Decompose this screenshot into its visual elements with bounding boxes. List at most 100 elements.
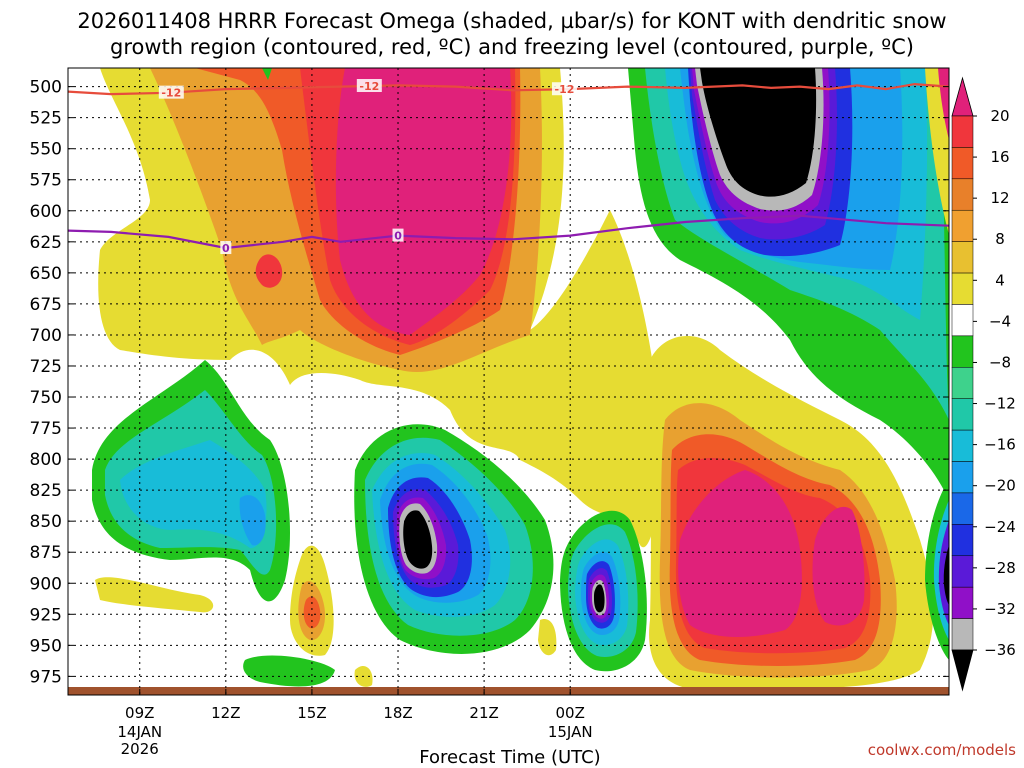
colorbar-label: −8	[989, 353, 1011, 371]
contour-lines: -12 -12 -12 0 0	[68, 79, 949, 255]
colorbar-label: −16	[984, 436, 1016, 454]
y-tick-label: 575	[30, 171, 62, 191]
contour-label: -12	[555, 83, 575, 96]
omega-region-black-upper-right	[700, 68, 817, 197]
x-tick-label: 18Z	[383, 704, 412, 722]
colorbar-top-arrow	[951, 76, 974, 117]
y-tick-label: 700	[30, 326, 62, 346]
colorbar-bottom-arrow	[951, 649, 974, 692]
y-tick-label: 600	[30, 202, 62, 222]
grid-lines	[68, 68, 949, 695]
colorbar-bin	[951, 586, 974, 619]
x-tick-date: 15JAN	[548, 723, 593, 741]
y-axis: 500 525 550 575 600 625 650 675 700 725 750 775 800 8…	[30, 78, 949, 687]
omega-region-yellow-lower-left	[95, 577, 214, 613]
colorbar-bin	[951, 304, 974, 337]
colorbar-bin	[951, 429, 974, 462]
omega-region-black-15z	[403, 510, 433, 569]
y-tick-label: 525	[30, 109, 62, 129]
x-tick-label: 12Z	[211, 704, 240, 722]
chart-title-line-2: growth region (contoured, red, ºC) and f…	[110, 35, 914, 59]
colorbar-label: 16	[990, 148, 1009, 166]
y-tick-label: 875	[30, 543, 62, 563]
x-axis-label: Forecast Time (UTC)	[419, 747, 600, 768]
colorbar-bin	[951, 335, 974, 368]
y-tick-label: 650	[30, 264, 62, 284]
y-tick-label: 975	[30, 667, 62, 687]
colorbar-bin	[951, 492, 974, 525]
colorbar-label: 4	[995, 271, 1005, 289]
omega-shading	[92, 68, 949, 690]
colorbar-label: 8	[995, 230, 1005, 248]
contour-label: -12	[359, 80, 379, 93]
y-tick-label: 825	[30, 481, 62, 501]
omega-region-magenta-upper	[335, 68, 512, 335]
colorbar-bin	[951, 209, 974, 242]
dendritic-growth-contour	[68, 82, 949, 96]
contour-label: 0	[222, 242, 230, 255]
colorbar-label: −12	[984, 395, 1016, 413]
colorbar: 20 16 12 8 4 −4 −8 −12 −16 −20 −24 −28 −32 −36	[951, 76, 1016, 692]
colorbar-label: 12	[990, 189, 1009, 207]
colorbar-bin	[951, 555, 974, 588]
contour-label: -12	[161, 87, 181, 100]
y-tick-label: 800	[30, 450, 62, 470]
colorbar-bin	[951, 147, 974, 180]
x-tick-label: 00Z	[556, 704, 585, 722]
omega-region-magenta-lower-right-b	[812, 506, 865, 626]
y-tick-label: 725	[30, 357, 62, 377]
credit-text: coolwx.com/models	[868, 741, 1016, 759]
y-tick-label: 500	[30, 78, 62, 98]
x-tick-label: 15Z	[297, 704, 326, 722]
omega-region-red-12z	[255, 254, 283, 288]
colorbar-label: −24	[984, 518, 1016, 536]
omega-region-yellow-bottom-18z	[538, 619, 557, 656]
colorbar-label: −28	[984, 559, 1016, 577]
y-tick-label: 775	[30, 419, 62, 439]
colorbar-bin	[951, 367, 974, 399]
colorbar-label: −4	[989, 312, 1011, 330]
contour-label: 0	[394, 230, 402, 243]
omega-region-red-13z	[303, 596, 321, 629]
colorbar-bin	[951, 241, 974, 274]
contour-label-bg	[356, 79, 382, 93]
colorbar-bin	[951, 524, 974, 557]
omega-region-cyan-lower-left	[120, 440, 267, 549]
freezing-level-contour	[68, 214, 949, 250]
colorbar-bin	[951, 618, 974, 651]
y-tick-label: 950	[30, 636, 62, 656]
contour-label-bg	[392, 228, 404, 242]
y-tick-label: 550	[30, 140, 62, 160]
plot-area: -12 -12 -12 0 0	[67, 67, 950, 696]
colorbar-bin	[951, 272, 974, 305]
omega-region-black-lower-right-edge	[943, 545, 949, 605]
colorbar-label: −36	[984, 641, 1016, 659]
y-tick-label: 850	[30, 512, 62, 532]
colorbar-label: −20	[984, 477, 1016, 495]
contour-label-bg	[551, 82, 577, 96]
x-tick-year: 2026	[121, 740, 159, 758]
y-tick-label: 675	[30, 295, 62, 315]
plot-frame	[67, 67, 950, 696]
y-tick-label: 750	[30, 388, 62, 408]
y-tick-label: 900	[30, 574, 62, 594]
omega-region-magenta-lower-right-a	[678, 470, 802, 637]
colorbar-label: 20	[990, 107, 1009, 125]
ground-strip	[68, 687, 949, 695]
chart-title-line-1: 2026011408 HRRR Forecast Omega (shaded, …	[77, 9, 946, 33]
colorbar-label: −32	[984, 600, 1016, 618]
colorbar-bin	[951, 398, 974, 431]
colorbar-bin	[951, 178, 974, 211]
contour-label-bg	[220, 241, 232, 255]
x-tick-label: 09Z	[125, 704, 154, 722]
y-tick-label: 625	[30, 233, 62, 253]
omega-region-green-notch	[262, 68, 272, 80]
contour-label-bg	[158, 85, 184, 99]
y-tick-label: 925	[30, 605, 62, 625]
colorbar-bin	[951, 115, 974, 148]
omega-region-blue-lower-left	[239, 495, 266, 546]
x-tick-label: 21Z	[469, 704, 498, 722]
x-tick-date: 14JAN	[117, 723, 162, 741]
